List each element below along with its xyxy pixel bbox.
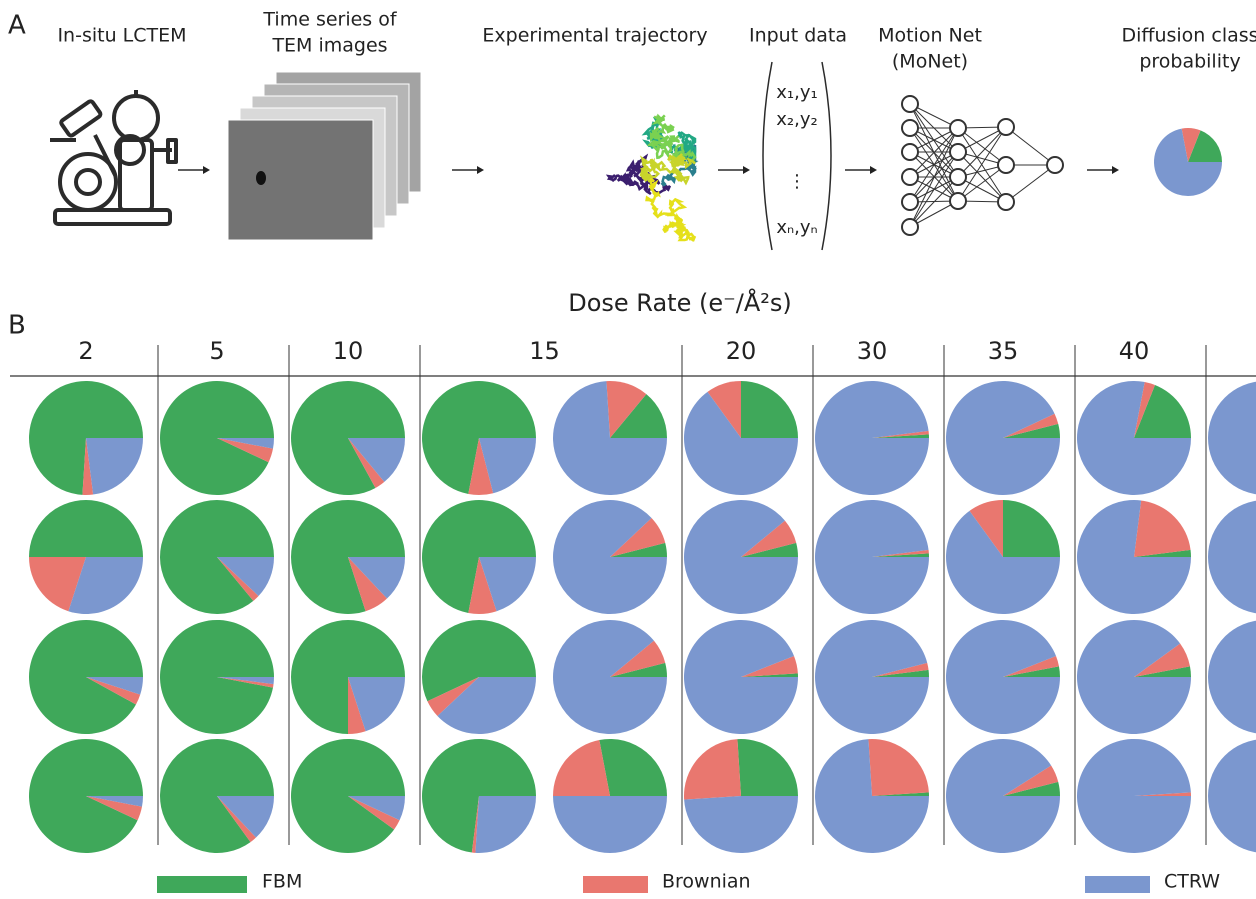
network-node [950,169,966,185]
trajectory-piece [647,179,695,240]
network-node [902,169,918,185]
page: { "panel_a": { "label": "A", "steps": [ … [0,0,1256,895]
pie-slice [553,500,667,614]
pie-slice [475,796,536,853]
pie-slice [684,796,798,853]
step-label: Motion Net [878,25,982,47]
column-label: 20 [726,337,757,365]
matrix-entry: x₂,y₂ [776,109,817,130]
pie-slice [86,438,143,495]
pie-slice [1208,620,1256,734]
network-node [902,120,918,136]
network-edge [1006,127,1055,165]
step-label: Time series of [262,9,397,31]
column-label: 5 [209,337,224,365]
pie-slice [1208,739,1256,853]
column-label: 15 [529,337,560,365]
network-node [1047,157,1063,173]
step-label: (MoNet) [892,51,968,73]
column-label: 10 [333,337,364,365]
column-label: 2 [78,337,93,365]
legend-label: CTRW [1164,871,1220,893]
trajectory [609,115,695,240]
pie-slice [868,739,928,796]
pie-slice [599,739,667,796]
step-label: Input data [749,25,847,47]
matrix-entry: x₁,y₁ [776,82,817,103]
matrix-bracket [822,62,831,250]
panel-label: A [8,11,26,41]
network-edge [1006,165,1055,202]
microscope-icon [50,90,176,224]
legend-swatch [157,876,247,893]
pie-slice [1077,620,1191,734]
network-node [998,119,1014,135]
figure: A B Dose Rate (e⁻/Å²s) In-situ LCTEM Time… [0,0,1256,895]
pie-slice [291,739,405,853]
network [902,96,1063,235]
step-label: TEM images [271,35,387,57]
pie-slice [1208,381,1256,495]
matrix-entry: ⋮ [788,171,806,192]
column-label: 40 [1119,337,1150,365]
pie-slice [684,500,798,614]
pie-slice [815,500,929,614]
particle [256,171,266,185]
step-label: probability [1139,51,1240,73]
pie-slice [29,500,143,557]
legend-swatch [1085,876,1150,893]
panel-label: B [8,311,26,341]
tem-stack [228,72,421,240]
chart-title: Dose Rate (e⁻/Å²s) [568,288,792,317]
tem-frame [228,120,373,240]
pie-slice [737,739,798,796]
pie-slice [741,381,798,438]
network-node [950,120,966,136]
pie-slice [815,381,929,495]
network-node [998,157,1014,173]
legend-label: FBM [262,871,302,893]
matrix-bracket [763,62,772,250]
network-node [902,144,918,160]
network-node [902,194,918,210]
network-node [950,144,966,160]
network-edge [958,165,1006,201]
column-label: 30 [857,337,888,365]
pie-slice [1003,500,1060,557]
step-label: Diffusion class [1121,25,1256,47]
step-label: Experimental trajectory [482,25,707,47]
column-label: 35 [988,337,1019,365]
pie-slice [553,796,667,853]
pie-slice [553,620,667,734]
legend-label: Brownian [662,871,751,893]
network-node [902,96,918,112]
pie-slice [1208,500,1256,614]
matrix-entry: xₙ,yₙ [776,217,817,238]
pie-slice [684,739,741,799]
network-node [998,194,1014,210]
network-node [902,219,918,235]
network-node [950,193,966,209]
step-label: In-situ LCTEM [57,25,186,47]
pie-slice [160,620,274,734]
pie-slice [1134,500,1191,557]
legend-swatch [583,876,648,893]
